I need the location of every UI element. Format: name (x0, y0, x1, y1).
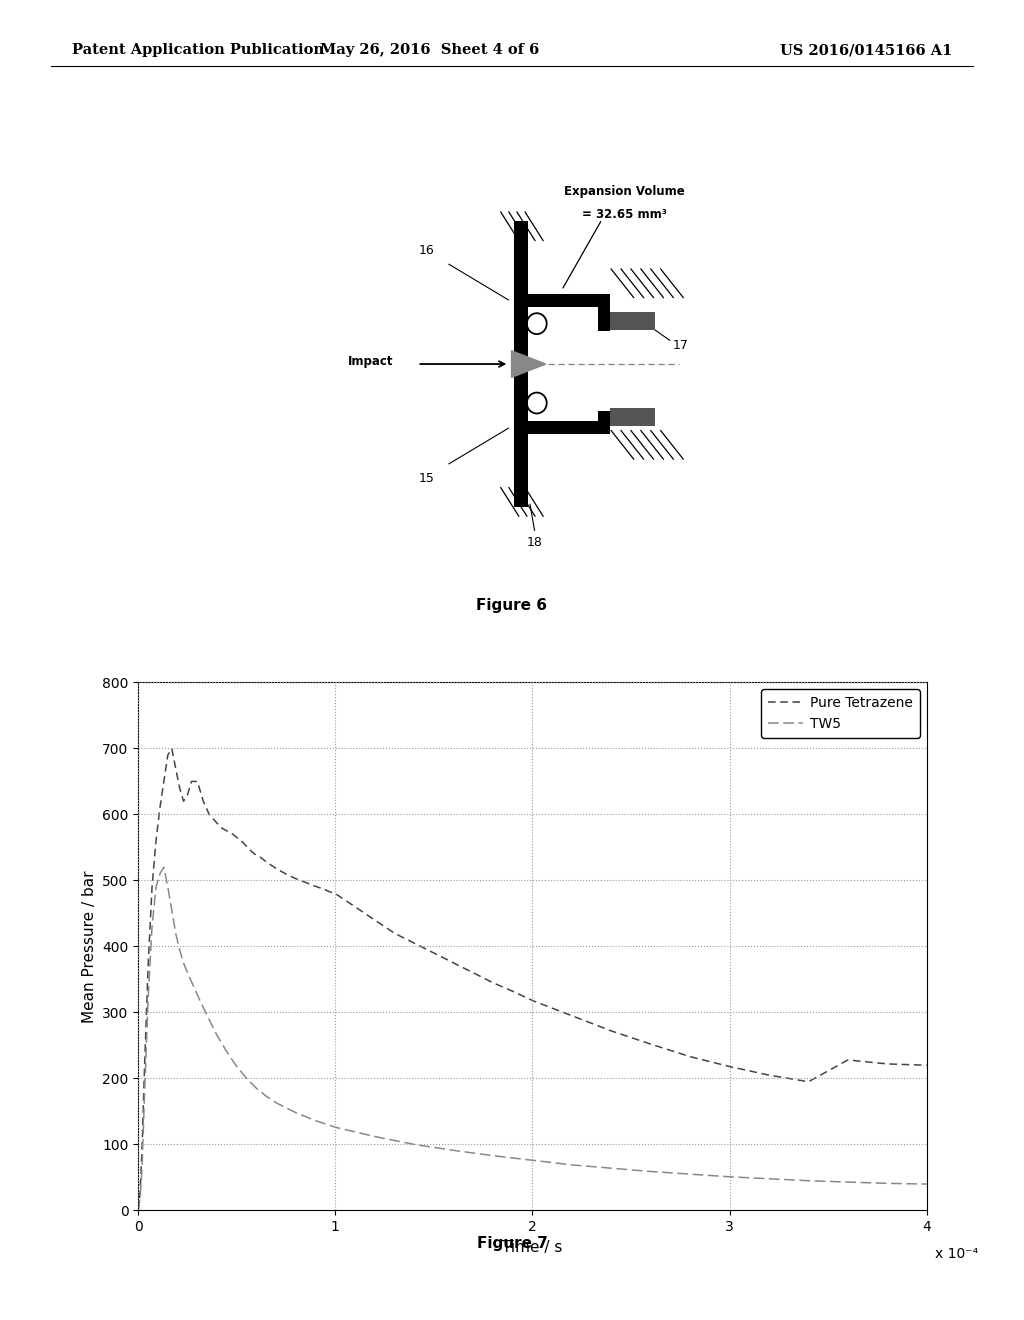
TW5 (605, 1160, 617, 1176)
Text: May 26, 2016  Sheet 4 of 6: May 26, 2016 Sheet 4 of 6 (321, 44, 540, 57)
Line: Pure Tetrazene: Pure Tetrazene (138, 748, 927, 1210)
Bar (598, 294, 610, 331)
Pure Tetrazene (282, 867, 294, 883)
TW5 (162, 879, 174, 895)
X-axis label: Time / s: Time / s (503, 1239, 562, 1255)
TW5 (723, 1170, 735, 1185)
TW5 (170, 925, 182, 941)
TW5 (803, 1172, 815, 1188)
TW5 (187, 978, 200, 994)
TW5 (684, 1167, 696, 1183)
Y-axis label: Mean Pressure / bar: Mean Pressure / bar (82, 870, 96, 1023)
TW5 (136, 1156, 148, 1172)
Text: 18: 18 (526, 536, 543, 549)
TW5 (150, 879, 162, 895)
Line: TW5: TW5 (138, 867, 927, 1210)
Text: = 32.65 mm³: = 32.65 mm³ (583, 209, 667, 222)
TW5 (194, 991, 206, 1007)
TW5 (645, 1164, 657, 1180)
Text: 17: 17 (673, 339, 689, 352)
TW5 (211, 1027, 223, 1043)
TW5 (177, 956, 189, 972)
Bar (610, 408, 655, 426)
TW5 (260, 1088, 272, 1104)
Pure Tetrazene (203, 807, 215, 822)
Bar (598, 411, 610, 434)
Text: 15: 15 (419, 471, 434, 484)
TW5 (526, 1152, 539, 1168)
TW5 (487, 1147, 500, 1164)
TW5 (221, 1044, 233, 1060)
TW5 (270, 1096, 283, 1111)
Text: US 2016/0145166 A1: US 2016/0145166 A1 (780, 44, 952, 57)
TW5 (921, 1176, 933, 1192)
TW5 (330, 1119, 342, 1135)
TW5 (138, 1097, 151, 1113)
Pure Tetrazene (166, 741, 178, 756)
TW5 (145, 919, 158, 935)
Bar (514, 421, 604, 434)
TW5 (290, 1105, 302, 1121)
TW5 (565, 1156, 578, 1173)
Bar (610, 312, 655, 330)
TW5 (230, 1059, 243, 1074)
Text: Figure 7: Figure 7 (476, 1236, 548, 1250)
Pure Tetrazene (369, 912, 381, 928)
Pure Tetrazene (881, 1056, 893, 1072)
Bar (514, 294, 604, 308)
TW5 (181, 965, 194, 981)
TW5 (154, 866, 166, 882)
TW5 (408, 1137, 420, 1152)
Bar (514, 222, 528, 507)
Text: Figure 6: Figure 6 (476, 598, 548, 612)
Text: Expansion Volume: Expansion Volume (564, 185, 685, 198)
TW5 (447, 1142, 460, 1159)
Text: Impact: Impact (347, 355, 393, 368)
TW5 (250, 1080, 262, 1096)
TW5 (158, 859, 170, 875)
TW5 (142, 991, 155, 1007)
TW5 (201, 1008, 213, 1024)
TW5 (842, 1175, 854, 1191)
TW5 (173, 942, 185, 958)
TW5 (134, 1189, 146, 1205)
Pure Tetrazene (270, 861, 283, 876)
Pure Tetrazene (215, 820, 227, 836)
Polygon shape (512, 351, 546, 378)
TW5 (132, 1203, 144, 1218)
TW5 (881, 1175, 893, 1191)
Legend: Pure Tetrazene, TW5: Pure Tetrazene, TW5 (762, 689, 920, 738)
TW5 (309, 1113, 322, 1129)
Pure Tetrazene (921, 1057, 933, 1073)
Text: Patent Application Publication: Patent Application Publication (72, 44, 324, 57)
Text: 16: 16 (419, 243, 434, 256)
TW5 (369, 1129, 381, 1144)
Pure Tetrazene (132, 1203, 144, 1218)
Text: x 10⁻⁴: x 10⁻⁴ (935, 1247, 978, 1262)
TW5 (166, 903, 178, 919)
TW5 (241, 1071, 253, 1086)
TW5 (763, 1171, 775, 1187)
